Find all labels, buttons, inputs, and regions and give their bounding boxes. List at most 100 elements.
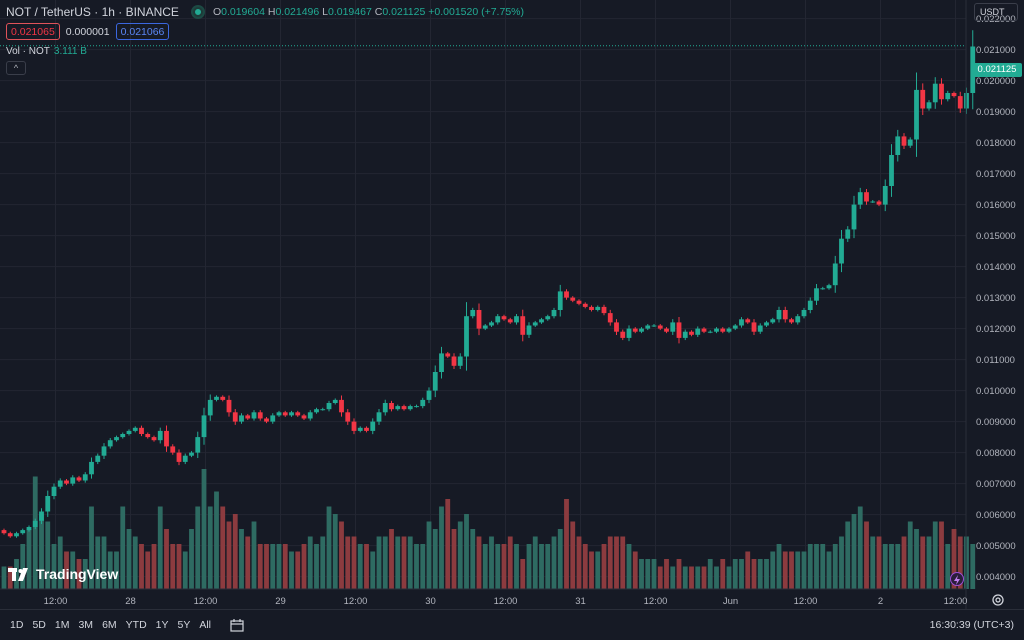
price-tick-label: 0.020000	[976, 76, 1016, 87]
volume-bar	[326, 506, 332, 589]
candle-body	[101, 446, 107, 456]
volume-bar	[245, 536, 251, 589]
candle-body	[814, 288, 819, 301]
candle-body	[595, 306, 601, 310]
volume-bar	[870, 536, 876, 589]
volume-bar	[414, 544, 419, 589]
candle-body	[639, 328, 644, 332]
volume-bar	[7, 566, 13, 589]
volume-bar	[514, 544, 519, 589]
candle-body	[232, 412, 238, 422]
timeframe-1d[interactable]: 1D	[10, 619, 24, 631]
time-tick-label: 12:00	[194, 596, 218, 607]
volume-bar	[864, 521, 869, 589]
candle-body	[270, 415, 276, 422]
candle-body	[482, 325, 488, 329]
price-tick-label: 0.015000	[976, 231, 1016, 242]
timeframe-ytd[interactable]: YTD	[125, 619, 147, 631]
volume-bar	[101, 536, 107, 589]
candle-body	[339, 399, 344, 413]
volume-bar	[401, 536, 407, 589]
volume-bar	[539, 544, 544, 589]
candle-body	[670, 322, 676, 332]
timeframe-3m[interactable]: 3M	[78, 619, 94, 631]
price-tick-label: 0.011000	[976, 355, 1015, 366]
volume-bar	[207, 506, 213, 589]
timeframe-5d[interactable]: 5D	[32, 619, 46, 631]
candle-body	[182, 455, 188, 462]
candle-body	[689, 331, 694, 335]
volume-bar	[657, 566, 663, 589]
candle-body	[170, 446, 176, 453]
price-axis[interactable]: 0.022000 0.021000 0.020000 0.019000 0.018000…	[976, 14, 1016, 583]
volume-bar	[357, 544, 363, 589]
calendar-icon[interactable]	[230, 618, 244, 632]
volume-bar	[520, 559, 526, 589]
volume-bar	[189, 529, 194, 589]
volume-bar	[64, 551, 69, 589]
volume-bar	[739, 559, 744, 589]
buy-button[interactable]: 0.021066	[115, 23, 170, 40]
candle-body	[64, 480, 69, 484]
volume-bar	[251, 521, 257, 589]
timeframe-6m[interactable]: 6M	[102, 619, 117, 631]
candle-body	[207, 399, 213, 416]
timeframe-all[interactable]: All	[199, 619, 212, 631]
lightning-icon[interactable]	[950, 572, 964, 586]
candle-body	[195, 437, 201, 453]
candle-body	[907, 139, 913, 146]
price-tick-label: 0.017000	[976, 169, 1016, 180]
settings-icon[interactable]	[991, 593, 1005, 607]
time-tick-label: Jun	[723, 596, 738, 607]
candle-body	[426, 390, 432, 400]
candle-body	[70, 477, 76, 484]
candle-body	[76, 477, 82, 481]
volume-bar	[289, 551, 294, 589]
candle-body	[601, 306, 607, 314]
grid-lines	[0, 0, 966, 589]
tradingview-logo[interactable]: TradingView	[8, 566, 118, 582]
candle-body	[751, 322, 757, 332]
volume-bar	[345, 536, 351, 589]
volume-bar	[876, 536, 882, 589]
currency-selector[interactable]: USDT	[974, 3, 1018, 21]
candle-body	[301, 415, 307, 419]
volume-bar	[639, 559, 644, 589]
volume-bar	[26, 529, 32, 589]
timeframe-1y[interactable]: 1Y	[155, 619, 169, 631]
time-axis[interactable]: 12:00 28 12:00 29 12:00 30 12:00 31 12:00 Jun 12:0…	[44, 596, 968, 607]
timeframe-5y[interactable]: 5Y	[177, 619, 191, 631]
candle-body	[782, 310, 788, 320]
candle-body	[176, 452, 182, 462]
candle-body	[164, 430, 169, 447]
volume-bar	[751, 559, 757, 589]
candle-body	[914, 89, 919, 140]
change-value: +0.001520 (+7.75%)	[428, 6, 524, 18]
volume-legend[interactable]: Vol · NOT 3.111 B	[6, 46, 87, 57]
volume-bar	[170, 544, 176, 589]
candle-body	[676, 322, 682, 338]
candle-body	[776, 310, 782, 320]
open-value: 0.019604	[221, 6, 265, 18]
time-tick-label: 29	[275, 596, 286, 607]
candle-body	[795, 316, 801, 323]
volume-bar	[845, 521, 851, 589]
market-open-icon	[192, 7, 203, 17]
high-value: 0.021496	[275, 6, 320, 18]
volume-bar	[195, 506, 201, 589]
candle-body	[457, 356, 463, 366]
candle-body	[932, 83, 938, 103]
timeframe-1m[interactable]: 1M	[54, 619, 70, 631]
symbol-title[interactable]: NOT / TetherUS · 1h · BINANCE	[6, 5, 179, 19]
collapse-legend-button[interactable]: ^	[6, 61, 26, 75]
volume-bar	[295, 551, 301, 589]
sell-button[interactable]: 0.021065	[6, 23, 60, 40]
candle-body	[289, 412, 294, 416]
volume-bar	[51, 544, 57, 589]
volume-bar	[501, 544, 507, 589]
candle-body	[620, 331, 626, 338]
volume-bar	[176, 544, 182, 589]
clock-timezone[interactable]: 16:30:39 (UTC+3)	[929, 619, 1014, 631]
candle-body	[357, 427, 363, 431]
